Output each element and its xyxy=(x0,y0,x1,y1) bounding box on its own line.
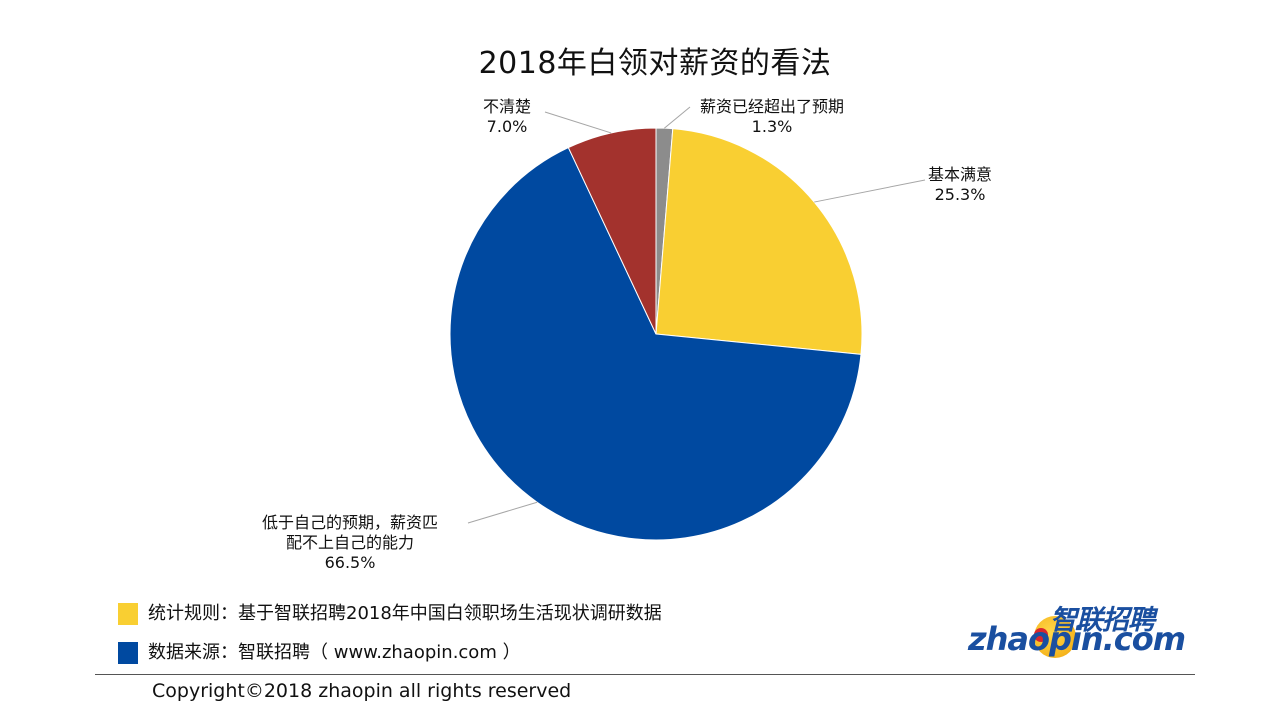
slice-label-satisfied: 基本满意 25.3% xyxy=(928,165,992,205)
slice-label-text-line1: 低于自己的预期，薪资匹 xyxy=(262,513,439,532)
logo-red-dot-icon xyxy=(1034,628,1048,642)
slice-label-value: 1.3% xyxy=(751,117,793,136)
footnote-rule-swatch xyxy=(118,603,138,625)
leader-line-satisfied xyxy=(814,179,926,203)
slice-label-value: 7.0% xyxy=(486,117,528,136)
footnote-source: 数据来源：智联招聘（ www.zhaopin.com ） xyxy=(118,640,521,666)
slice-label-value: 25.3% xyxy=(934,185,986,204)
zhaopin-logo: 智联招聘 zhaopin.com xyxy=(968,598,1186,658)
footnote-rule: 统计规则：基于智联招聘2018年中国白领职场生活现状调研数据 xyxy=(118,601,662,627)
chart-title: 2018年白领对薪资的看法 xyxy=(478,46,832,81)
slice-label-text: 基本满意 xyxy=(928,165,993,184)
logo-text-en: zhaopin.com xyxy=(968,620,1186,658)
logo-text-cn: 智联招聘 xyxy=(1050,605,1155,636)
copyright-text: Copyright©2018 zhaopin all rights reserv… xyxy=(152,680,572,702)
pie-slices xyxy=(449,127,863,541)
slice-label-text: 不清楚 xyxy=(483,97,532,116)
slice-label-exceeded: 薪资已经超出了预期 1.3% xyxy=(700,97,844,137)
footnote-rule-text: 统计规则：基于智联招聘2018年中国白领职场生活现状调研数据 xyxy=(148,603,662,624)
footer-divider xyxy=(95,674,1195,675)
leader-lines xyxy=(467,106,926,524)
pie-slice-below-expectation xyxy=(449,146,862,541)
slice-label-value: 66.5% xyxy=(324,553,376,572)
slice-label-unclear: 不清楚 7.0% xyxy=(483,97,531,137)
slice-label-text-line2: 配不上自己的能力 xyxy=(286,533,415,552)
leader-line-below-expectation xyxy=(467,501,538,524)
pie-slice-satisfied xyxy=(655,128,863,355)
leader-line-unclear xyxy=(544,111,612,134)
slice-label-text: 薪资已经超出了预期 xyxy=(700,97,845,116)
slice-label-below-expectation: 低于自己的预期，薪资匹 配不上自己的能力 66.5% xyxy=(262,513,438,573)
footnote-source-swatch xyxy=(118,642,138,664)
footnote-source-text: 数据来源：智联招聘（ www.zhaopin.com ） xyxy=(148,642,521,663)
leader-line-exceeded xyxy=(664,106,691,129)
